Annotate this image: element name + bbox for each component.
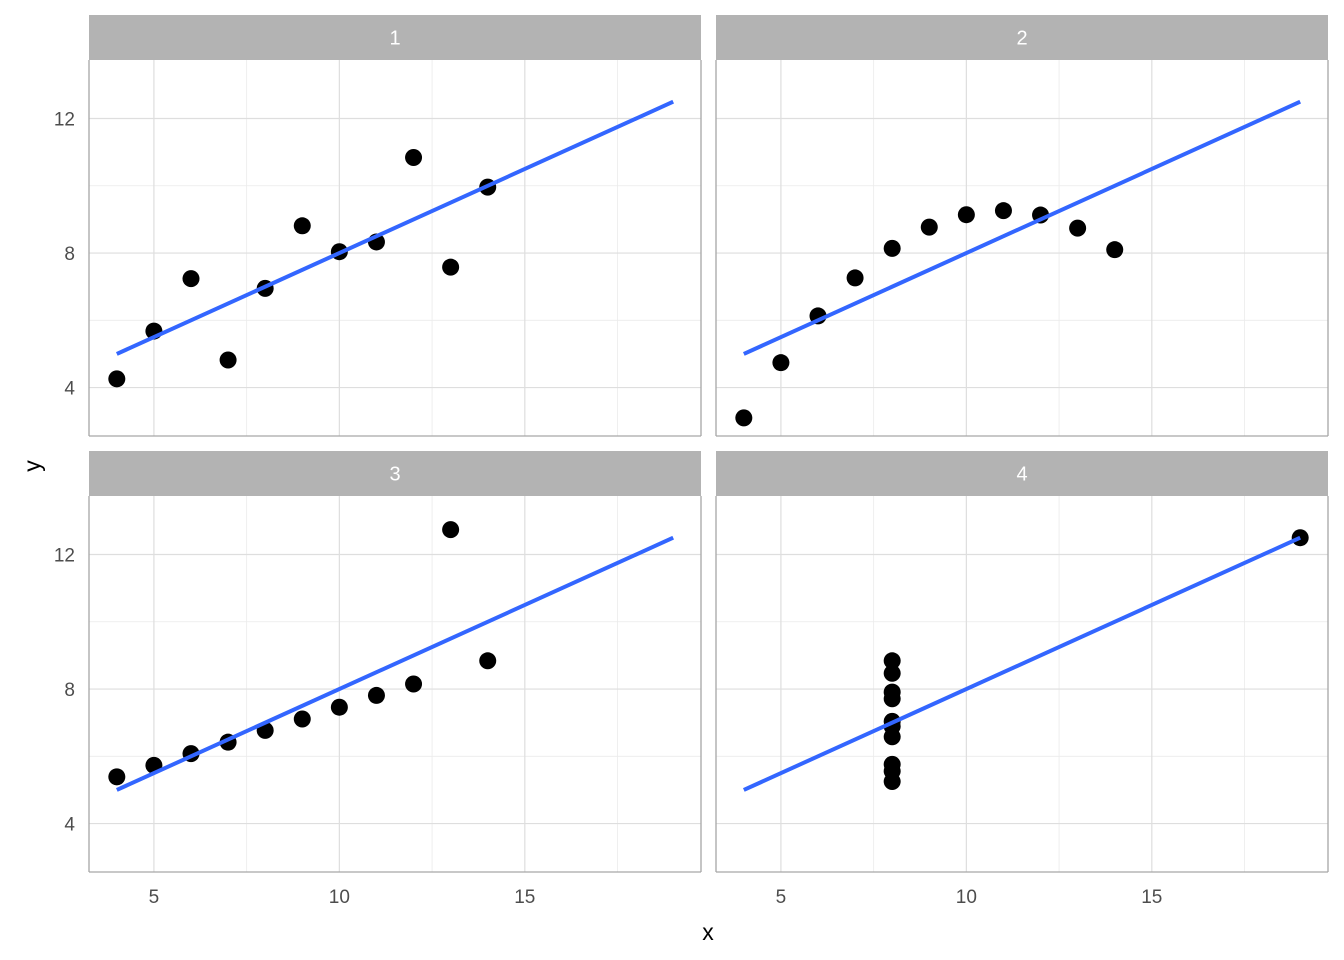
data-point [108,768,126,786]
data-point [994,202,1012,220]
data-point [846,269,864,287]
data-point [1069,219,1087,237]
data-point [219,351,237,369]
data-point [920,218,938,236]
data-point [957,206,975,224]
x-axis-title: x [702,919,714,945]
data-point [442,258,460,276]
y-tick-label: 12 [54,546,75,567]
data-point [108,370,126,388]
facet-strip-2 [716,15,1328,60]
data-point [772,354,790,372]
data-point [405,675,423,693]
y-tick-label: 8 [64,680,75,701]
facet-panel-4: 4 [715,451,1329,873]
panel-background [89,496,701,872]
facet-panel-1: 1 [88,15,702,437]
data-point [293,217,311,235]
data-point [367,686,385,704]
panels-layer: 1 2 3 4 [88,15,1329,873]
regression-line [115,99,675,356]
data-point [883,762,901,780]
facet-strip-1 [89,15,701,60]
facet-panel-2: 2 [715,15,1329,437]
panel-background [716,60,1328,436]
data-point [883,652,901,670]
regression-line [115,535,675,792]
y-tick-label: 4 [64,379,75,400]
facet-strip-label: 1 [389,28,400,50]
panel-background [716,496,1328,872]
x-tick-label: 15 [1141,887,1162,908]
panel-background [89,60,701,436]
data-point [883,683,901,701]
facet-strip-label: 4 [1016,464,1027,486]
facet-strip-label: 3 [389,464,400,486]
data-point [405,149,423,167]
x-tick-label: 10 [956,887,977,908]
data-point [883,664,901,682]
facet-strip-3 [89,451,701,496]
data-point [330,698,348,716]
facet-strip-4 [716,451,1328,496]
y-tick-label: 12 [54,110,75,131]
data-point [182,270,200,288]
axis-layer: 4 8 12 4 8 12 5 10 15 5 10 15 [54,110,1163,908]
facet-panel-3: 3 [88,451,702,873]
data-point [735,409,753,427]
y-tick-label: 8 [64,244,75,265]
y-axis-title: y [19,460,45,472]
y-tick-label: 4 [64,815,75,836]
x-tick-label: 5 [149,887,160,908]
data-point [293,710,311,728]
x-tick-label: 10 [329,887,350,908]
regression-line [742,99,1302,356]
x-tick-label: 5 [776,887,787,908]
data-point [883,239,901,257]
regression-line [742,535,1302,792]
data-point [442,521,460,539]
facet-strip-label: 2 [1016,28,1027,50]
data-point [1106,241,1124,259]
x-tick-label: 15 [514,887,535,908]
data-point [479,652,497,670]
